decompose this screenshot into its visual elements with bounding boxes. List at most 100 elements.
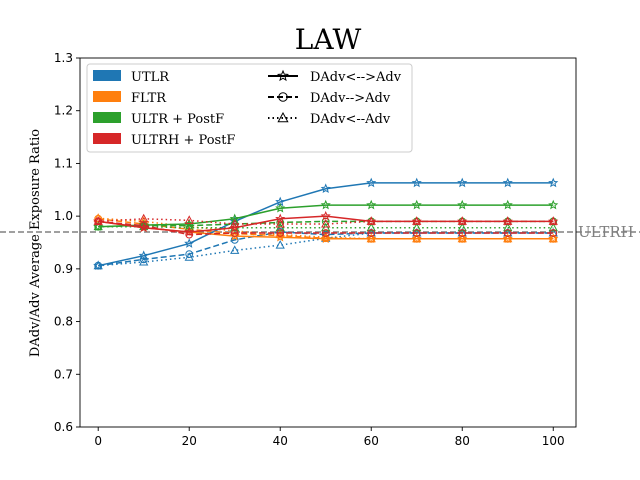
series-11 (93, 213, 558, 228)
y-tick-label: 1.3 (54, 51, 73, 65)
data-point (320, 210, 331, 221)
legend-marker (277, 69, 289, 82)
data-point (230, 219, 240, 228)
data-point (139, 213, 149, 223)
data-point (548, 222, 558, 232)
x-tick-label: 20 (182, 434, 197, 448)
series-line (98, 231, 554, 267)
data-point (458, 229, 467, 237)
data-point (366, 216, 377, 226)
x-tick-label: 60 (364, 434, 379, 448)
data-point (412, 222, 422, 232)
legend-label: ULTRH + PostF (131, 133, 235, 148)
legend-swatch (93, 70, 121, 81)
data-point (139, 255, 148, 264)
data-point (366, 177, 377, 188)
data-point (503, 233, 513, 243)
data-point (366, 216, 376, 225)
data-point (321, 232, 331, 241)
data-point (93, 221, 103, 231)
legend-marker (277, 111, 289, 123)
data-point (503, 216, 513, 225)
y-tick-label: 1.1 (54, 156, 73, 170)
plot-frame (79, 57, 577, 428)
legend-label: UTLR (131, 70, 170, 85)
series-line (98, 218, 554, 240)
axes: 0 20 40 60 80 100 0.6 0.7 0.8 0.9 1.0 1.1 1.2 1.3 (54, 51, 577, 448)
data-point (503, 222, 513, 232)
chart-title: LAW (295, 23, 362, 56)
x-tick-label: 80 (455, 434, 470, 448)
data-point (139, 256, 149, 266)
reference-line-label: ULTRH (578, 223, 634, 241)
data-point (548, 216, 559, 226)
data-point (548, 216, 558, 225)
y-tick-label: 0.7 (54, 367, 73, 381)
data-point (320, 183, 331, 194)
data-point (275, 229, 285, 239)
data-point (184, 252, 194, 261)
legend-swatch (93, 133, 121, 144)
series-line (98, 182, 554, 267)
plot-area: ULTRH (0, 177, 640, 270)
data-point (366, 199, 377, 210)
data-point (412, 233, 422, 243)
data-point (411, 199, 422, 210)
data-point (320, 199, 331, 210)
legend-label: FLTR (131, 91, 167, 106)
data-point (502, 216, 513, 226)
data-point (366, 222, 376, 232)
legend-label: DAdv<-->Adv (310, 70, 402, 85)
data-point (184, 226, 195, 237)
data-point (230, 229, 239, 237)
data-point (457, 199, 468, 210)
data-point (184, 215, 194, 224)
series-6 (93, 199, 559, 231)
data-point (411, 216, 422, 226)
data-point (548, 199, 559, 210)
data-point (502, 177, 513, 188)
y-tick-label: 0.6 (54, 420, 73, 434)
y-tick-label: 1.0 (54, 209, 73, 223)
data-point (185, 230, 194, 239)
data-point (275, 219, 285, 228)
legend-swatch (93, 112, 121, 123)
data-point (321, 219, 331, 228)
y-tick-label: 1.2 (54, 104, 73, 118)
data-point (502, 199, 513, 210)
legend-label: DAdv<--Adv (310, 112, 391, 127)
data-point (184, 238, 195, 248)
data-point (230, 245, 240, 254)
data-point (321, 234, 330, 243)
data-point (321, 229, 330, 237)
legend-label: DAdv-->Adv (310, 91, 391, 106)
data-point (276, 229, 285, 237)
data-point (275, 240, 285, 249)
legend-box (86, 63, 413, 153)
data-point (276, 231, 285, 240)
data-point (457, 216, 468, 226)
data-point (93, 260, 103, 270)
y-tick-label: 0.8 (54, 315, 73, 329)
data-point (503, 229, 512, 237)
data-point (457, 222, 467, 232)
x-tick-label: 100 (542, 434, 565, 448)
legend: UTLR FLTR ULTR + PostF ULTRH + PostF DAdv<--… (86, 63, 413, 153)
data-point (411, 177, 422, 188)
x-tick-label: 0 (94, 434, 102, 448)
data-point (548, 177, 559, 188)
data-point (412, 216, 422, 225)
data-point (548, 233, 558, 243)
data-point (366, 233, 376, 243)
y-tick-label: 0.9 (54, 262, 73, 276)
data-point (275, 202, 286, 213)
series-10 (94, 217, 558, 239)
data-point (412, 229, 421, 237)
data-point (457, 216, 467, 225)
series-line (98, 215, 554, 233)
data-point (93, 216, 103, 225)
legend-marker (278, 92, 288, 102)
data-point (549, 229, 558, 237)
series-line (98, 220, 554, 236)
